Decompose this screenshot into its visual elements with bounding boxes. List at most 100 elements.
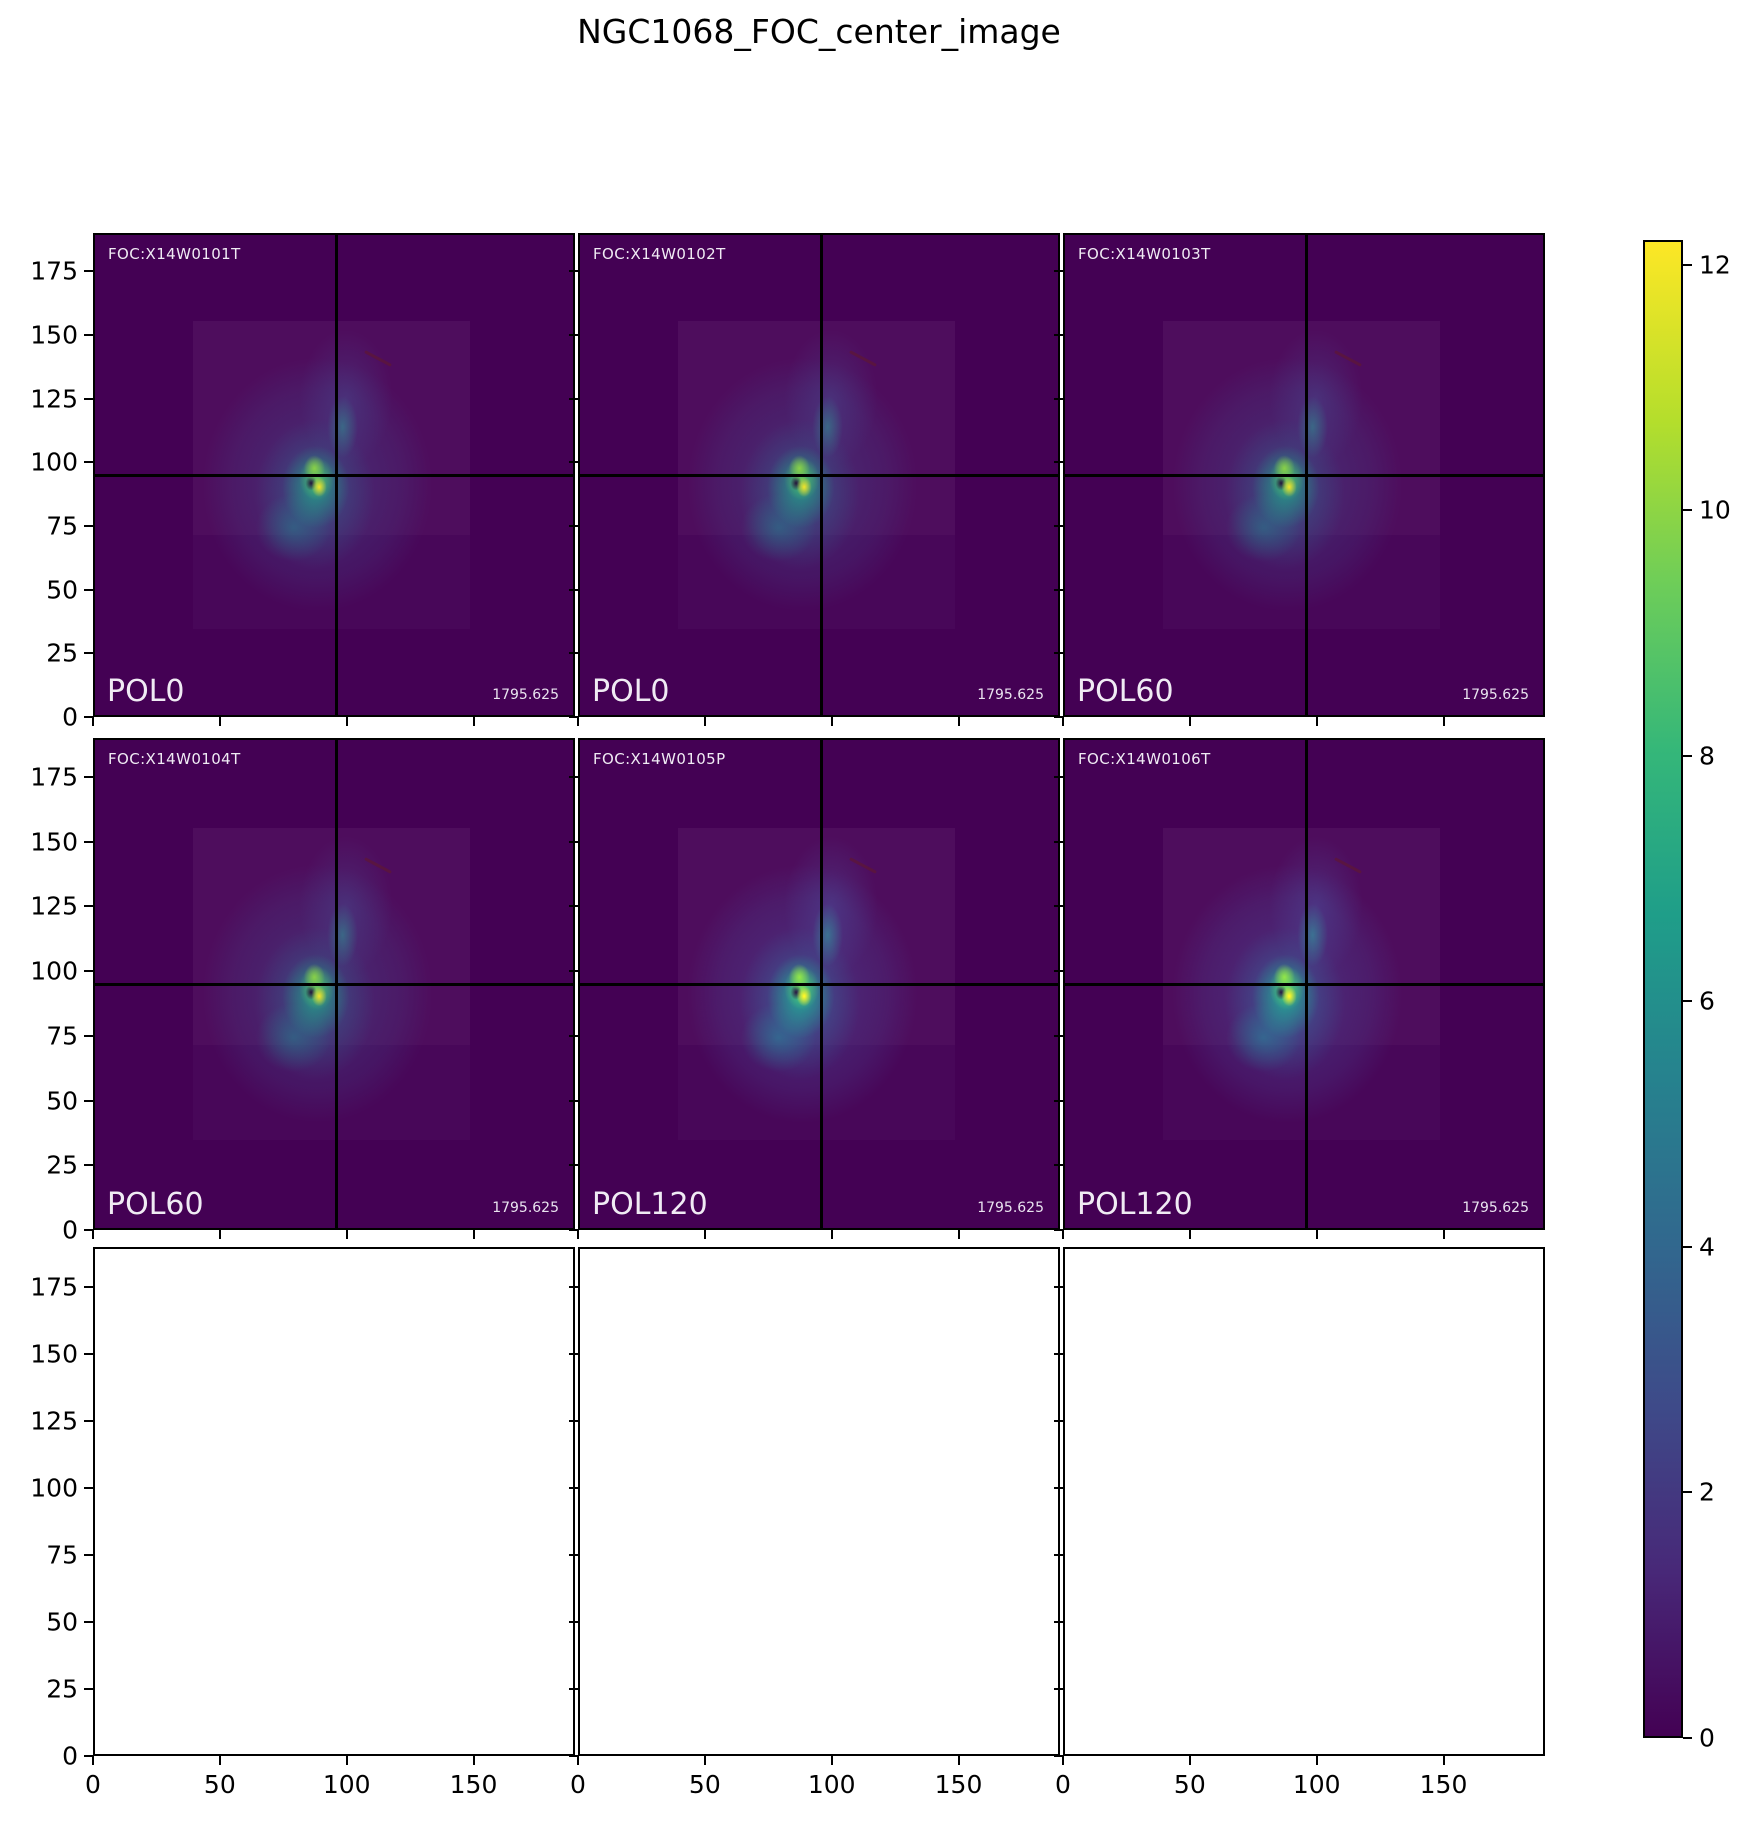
dataset-label: FOC:X14W0105P: [593, 750, 726, 768]
x-tick-mark: [345, 717, 348, 726]
x-tick-mark: [577, 1756, 579, 1765]
y-tick-label: 175: [30, 1272, 78, 1302]
x-tick-label: 150: [1419, 1770, 1468, 1799]
exposure-label: 1795.625: [492, 687, 559, 703]
x-tick-mark: [1188, 1230, 1191, 1239]
x-tick-label: 50: [203, 1770, 236, 1799]
x-tick-mark: [92, 1756, 94, 1765]
colorbar-tick-label: 12: [1699, 250, 1731, 280]
colorbar-tick-mark: [1683, 263, 1692, 266]
y-tick-mark: [1054, 1286, 1063, 1289]
y-tick-mark: [569, 970, 578, 973]
y-tick-label: 25: [46, 1150, 78, 1180]
y-tick-mark: [1054, 970, 1063, 973]
y-tick-label: 75: [46, 1021, 78, 1051]
dataset-label: FOC:X14W0106T: [1078, 750, 1211, 768]
y-tick-mark: [569, 397, 578, 400]
crosshair-horizontal: [580, 982, 1058, 986]
y-tick-mark: [569, 1755, 578, 1757]
x-tick-mark: [1315, 1230, 1318, 1239]
y-tick-mark: [84, 461, 93, 464]
dataset-label: FOC:X14W0101T: [108, 245, 241, 263]
colorbar-tick-mark: [1683, 1737, 1692, 1739]
x-tick-mark: [957, 717, 960, 726]
y-tick-mark: [1054, 840, 1063, 843]
x-tick-mark: [957, 1230, 960, 1239]
x-tick-mark: [1442, 717, 1445, 726]
x-tick-label: 50: [688, 1770, 721, 1799]
y-tick-mark: [1054, 1621, 1063, 1624]
colorbar-tick-mark: [1683, 509, 1692, 512]
x-tick-mark: [830, 717, 833, 726]
colorbar-tick-mark: [1683, 1245, 1692, 1248]
dataset-label: FOC:X14W0102T: [593, 245, 726, 263]
y-tick-label: 100: [30, 447, 78, 477]
y-tick-mark: [1054, 588, 1063, 591]
y-tick-mark: [569, 1688, 578, 1691]
y-tick-mark: [84, 1099, 93, 1102]
image-panel-5: FOC:X14W0105P POL120 1795.625: [578, 738, 1060, 1230]
colorbar-tick-label: 6: [1699, 986, 1715, 1016]
image-panel-6: FOC:X14W0106T POL120 1795.625: [1063, 738, 1545, 1230]
x-tick-mark: [1315, 1756, 1318, 1765]
y-tick-mark: [1054, 1353, 1063, 1356]
x-tick-mark: [830, 1756, 833, 1765]
y-tick-mark: [569, 333, 578, 336]
x-tick-mark: [1062, 1230, 1064, 1239]
y-tick-mark: [84, 1688, 93, 1691]
y-tick-label: 100: [30, 956, 78, 986]
y-tick-mark: [569, 1229, 578, 1231]
y-tick-mark: [1054, 461, 1063, 464]
y-tick-label: 125: [30, 891, 78, 921]
y-tick-mark: [1054, 1487, 1063, 1490]
y-tick-mark: [1054, 652, 1063, 655]
y-tick-mark: [84, 775, 93, 778]
y-tick-mark: [84, 1621, 93, 1624]
image-panel-4: FOC:X14W0104T POL60 1795.625: [93, 738, 575, 1230]
y-tick-mark: [569, 524, 578, 527]
x-tick-label: 150: [934, 1770, 983, 1799]
y-tick-label: 175: [30, 256, 78, 286]
y-tick-mark: [569, 461, 578, 464]
y-tick-mark: [84, 1420, 93, 1423]
empty-panel-1: [93, 1247, 575, 1756]
y-tick-label: 100: [30, 1473, 78, 1503]
y-tick-mark: [1054, 775, 1063, 778]
y-tick-mark: [84, 588, 93, 591]
x-tick-mark: [472, 717, 475, 726]
y-tick-mark: [84, 270, 93, 273]
colorbar-tick-mark: [1683, 754, 1692, 757]
image-panel-3: FOC:X14W0103T POL60 1795.625: [1063, 233, 1545, 717]
colorbar-tick-label: 2: [1699, 1477, 1715, 1507]
y-tick-label: 50: [46, 1086, 78, 1116]
y-tick-label: 75: [46, 1540, 78, 1570]
y-tick-mark: [84, 1487, 93, 1490]
y-tick-label: 75: [46, 511, 78, 541]
y-tick-mark: [569, 1487, 578, 1490]
y-tick-label: 125: [30, 1406, 78, 1436]
polarizer-label: POL0: [592, 674, 670, 709]
empty-panel-2: [578, 1247, 1060, 1756]
y-tick-mark: [1054, 1229, 1063, 1231]
y-tick-mark: [84, 652, 93, 655]
y-tick-mark: [84, 905, 93, 908]
colorbar-tick-label: 4: [1699, 1232, 1715, 1262]
y-tick-mark: [569, 840, 578, 843]
x-tick-label: 100: [1292, 1770, 1341, 1799]
polarizer-label: POL60: [107, 1187, 204, 1222]
y-tick-mark: [569, 652, 578, 655]
crosshair-horizontal: [1065, 473, 1543, 477]
y-tick-mark: [84, 1755, 93, 1757]
y-tick-mark: [569, 716, 578, 718]
y-tick-mark: [569, 1034, 578, 1037]
y-tick-mark: [1054, 905, 1063, 908]
y-tick-mark: [1054, 1755, 1063, 1757]
y-tick-mark: [84, 1353, 93, 1356]
colorbar-tick-mark: [1683, 1000, 1692, 1003]
y-tick-label: 150: [30, 1339, 78, 1369]
y-tick-mark: [1054, 1688, 1063, 1691]
x-tick-mark: [345, 1230, 348, 1239]
polarizer-label: POL120: [1077, 1187, 1193, 1222]
y-tick-mark: [1054, 397, 1063, 400]
